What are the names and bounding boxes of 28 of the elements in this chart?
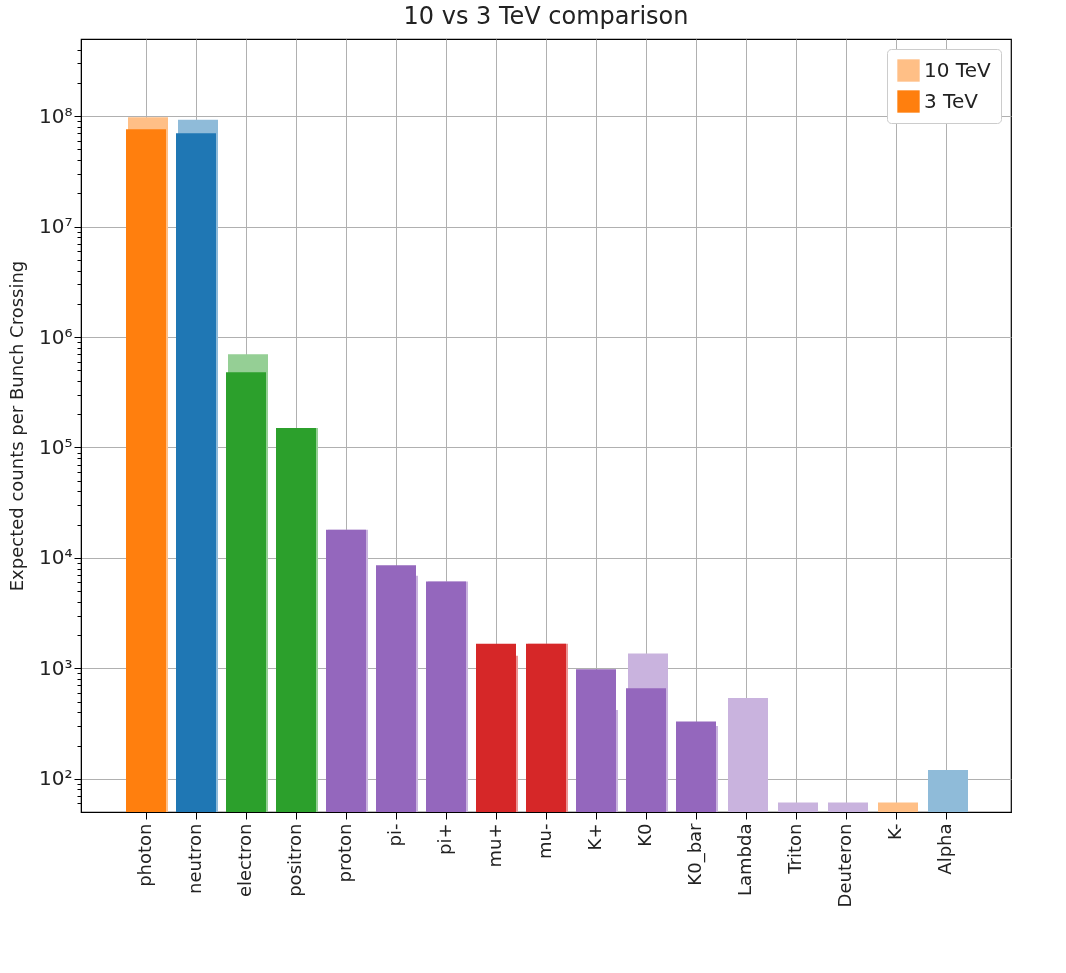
x-tick-label: Lambda bbox=[734, 823, 755, 896]
legend-label: 10 TeV bbox=[924, 57, 991, 82]
y-tick-label: 10³ bbox=[39, 655, 73, 680]
x-tick-label: Triton bbox=[784, 823, 805, 875]
x-tick-label: K- bbox=[884, 823, 905, 840]
y-tick-label: 10⁶ bbox=[39, 324, 73, 349]
x-tick-label: positron bbox=[284, 823, 305, 897]
y-tick-label: 10⁸ bbox=[39, 103, 73, 128]
x-tick-label: mu+ bbox=[484, 823, 505, 868]
x-tick-label: pi- bbox=[384, 823, 405, 847]
y-axis-title: Expected counts per Bunch Crossing bbox=[6, 260, 28, 592]
x-tick-label: photon bbox=[134, 823, 155, 887]
x-tick-label: K0 bbox=[634, 823, 655, 847]
x-tick-label: pi+ bbox=[434, 823, 455, 856]
x-tick-label: neutron bbox=[184, 823, 205, 894]
legend-label: 3 TeV bbox=[924, 88, 979, 113]
x-tick-label: Deuteron bbox=[834, 823, 855, 908]
x-tick-label: proton bbox=[334, 823, 355, 883]
y-tick-label: 10² bbox=[39, 766, 73, 791]
y-tick-label: 10⁴ bbox=[39, 545, 73, 570]
x-tick-label: Alpha bbox=[934, 823, 955, 875]
chart-title: 10 vs 3 TeV comparison bbox=[403, 2, 689, 30]
x-tick-label: electron bbox=[234, 823, 255, 898]
y-tick-label: 10⁵ bbox=[39, 434, 73, 459]
x-tick-label: K0_bar bbox=[684, 822, 706, 886]
x-tick-label: K+ bbox=[584, 823, 605, 851]
x-tick-label: mu- bbox=[534, 823, 555, 859]
y-tick-label: 10⁷ bbox=[39, 214, 73, 239]
